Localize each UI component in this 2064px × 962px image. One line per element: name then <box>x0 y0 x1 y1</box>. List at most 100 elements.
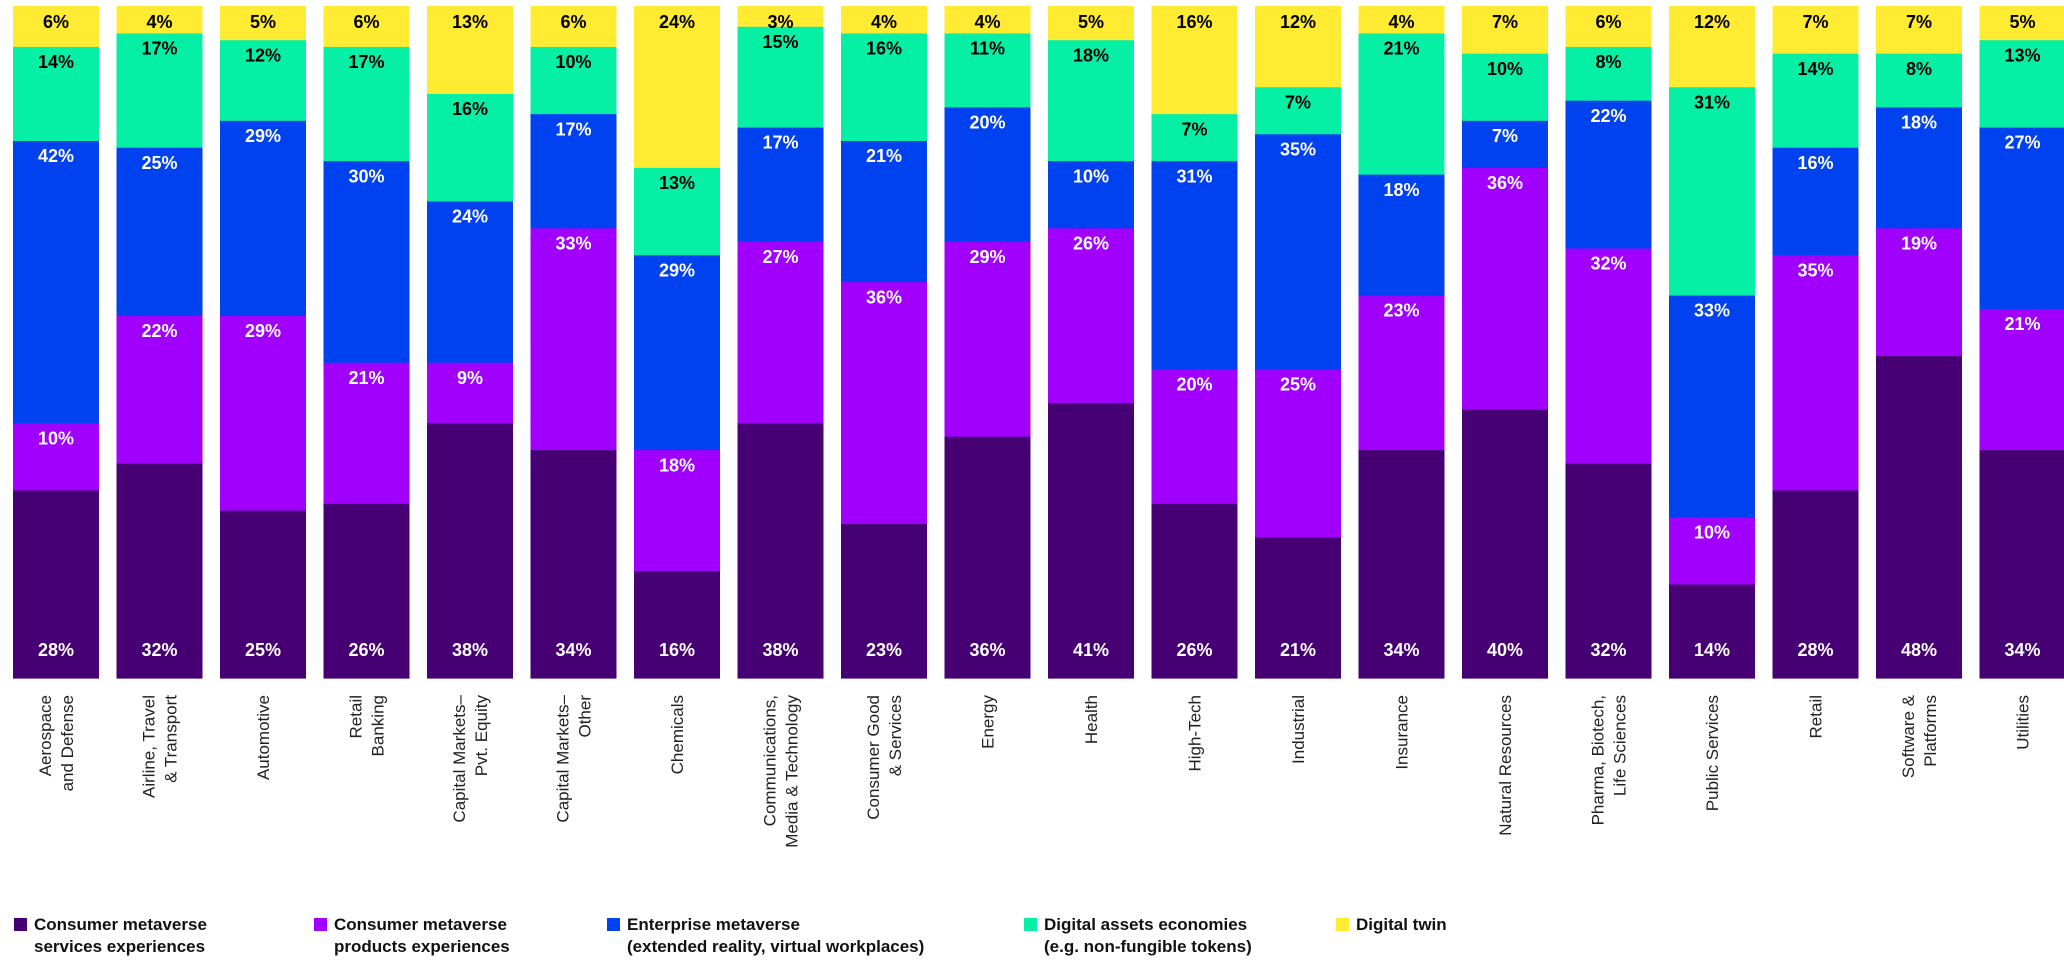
data-label-6-series-2: 33% <box>555 234 591 254</box>
data-label-6-series-1: 34% <box>555 640 591 660</box>
bar-segment-20-series-2 <box>1979 308 2064 451</box>
data-label-7-series-1: 16% <box>659 640 695 660</box>
data-label-5-series-5: 13% <box>452 12 488 32</box>
data-label-17-series-4: 31% <box>1694 92 1730 112</box>
bar-segment-3-series-4 <box>220 39 306 121</box>
bar-segment-7-series-2 <box>634 449 720 572</box>
data-label-9-series-4: 16% <box>866 39 902 59</box>
data-label-8-series-3: 17% <box>762 133 798 153</box>
data-label-7-series-4: 13% <box>659 173 695 193</box>
data-label-20-series-5: 5% <box>2009 12 2035 32</box>
data-label-12-series-5: 16% <box>1176 12 1212 32</box>
data-label-3-series-4: 12% <box>245 45 281 65</box>
category-label-12: High-Tech <box>1186 695 1205 772</box>
bar-segment-7-series-3 <box>634 254 720 451</box>
category-label-7: Chemicals <box>668 695 687 774</box>
bar-segment-19-series-4 <box>1876 53 1962 108</box>
data-label-3-series-1: 25% <box>245 640 281 660</box>
data-label-2-series-1: 32% <box>141 640 177 660</box>
bar-segment-18-series-3 <box>1772 147 1859 256</box>
bar-segment-10-series-5 <box>944 6 1031 34</box>
bar-segment-7-series-5 <box>634 6 720 168</box>
category-label-16: Pharma, Biotech, Life Sciences <box>1589 695 1630 825</box>
data-label-7-series-5: 24% <box>659 12 695 32</box>
data-label-20-series-3: 27% <box>2004 133 2040 153</box>
bar-segment-4-series-1 <box>323 503 410 679</box>
category-label-2: Airline, Travel & Transport <box>140 695 181 798</box>
bar-segment-11-series-3 <box>1048 160 1134 229</box>
data-label-14-series-2: 23% <box>1383 301 1419 321</box>
data-label-4-series-2: 21% <box>348 368 384 388</box>
bar-segment-15-series-1 <box>1462 409 1548 679</box>
bar-segment-18-series-5 <box>1772 6 1859 54</box>
bar-segment-20-series-5 <box>1979 6 2064 41</box>
bar-segment-6-series-1 <box>530 449 617 679</box>
data-label-1-series-5: 6% <box>43 12 69 32</box>
category-label-16-line-1: Pharma, Biotech, <box>1589 695 1608 825</box>
category-label-3-line-1: Automotive <box>254 695 273 780</box>
bar-segment-14-series-3 <box>1358 174 1445 296</box>
data-label-9-series-3: 21% <box>866 146 902 166</box>
category-label-4-line-1: Retail <box>347 695 366 738</box>
bar-segment-5-series-1 <box>427 422 513 679</box>
data-label-20-series-2: 21% <box>2004 314 2040 334</box>
bar-segment-14-series-5 <box>1358 6 1445 34</box>
data-label-16-series-1: 32% <box>1590 640 1626 660</box>
data-label-15-series-1: 40% <box>1487 640 1523 660</box>
legend-swatch-1 <box>14 918 27 931</box>
data-label-16-series-3: 22% <box>1590 106 1626 126</box>
data-label-4-series-3: 30% <box>348 166 384 186</box>
bar-segment-9-series-5 <box>841 6 927 34</box>
legend-label-1-line-1: Consumer metaverse <box>34 915 207 934</box>
legend: Consumer metaverse services experiences Co… <box>14 914 1614 962</box>
data-label-4-series-1: 26% <box>348 640 384 660</box>
bar-segment-3-series-3 <box>220 120 306 316</box>
bar-segment-19-series-2 <box>1876 227 1962 357</box>
bar-segment-19-series-5 <box>1876 6 1962 54</box>
category-label-18-line-1: Retail <box>1807 695 1826 738</box>
legend-item-4: Digital assets economies (e.g. non-fungib… <box>1024 914 1252 958</box>
category-label-9-line-2: & Services <box>886 695 905 776</box>
bar-segment-7-series-1 <box>634 570 720 679</box>
data-label-19-series-4: 8% <box>1906 59 1932 79</box>
category-label-14-line-1: Insurance <box>1393 695 1412 770</box>
category-label-19-line-2: Platforms <box>1921 695 1940 767</box>
legend-swatch-4 <box>1024 918 1037 931</box>
category-label-2-line-1: Airline, Travel <box>140 695 159 798</box>
data-label-10-series-4: 11% <box>970 39 1005 59</box>
bar-segment-4-series-4 <box>323 46 410 162</box>
category-label-11: Health <box>1082 695 1101 744</box>
data-label-17-series-1: 14% <box>1694 640 1730 660</box>
bar-segment-16-series-3 <box>1565 100 1652 249</box>
bar-segment-9-series-1 <box>841 523 927 679</box>
bar-segment-1-series-5 <box>13 6 99 47</box>
category-label-10-line-1: Energy <box>979 695 998 749</box>
bar-segment-17-series-2 <box>1669 516 1755 585</box>
category-label-18: Retail <box>1807 695 1826 738</box>
legend-label-1-line-2: services experiences <box>34 937 206 956</box>
data-label-3-series-2: 29% <box>245 321 281 341</box>
bar-segment-14-series-2 <box>1358 294 1445 451</box>
category-label-8: Communications, Media & Technology <box>761 695 802 848</box>
stacked-bar-chart: 28% 10% 42% 14% 6% 32% 22% 25% 17% 4% 25% 29% 29% 12%… <box>13 6 2064 848</box>
bar-segment-19-series-1 <box>1876 355 1962 679</box>
legend-item-1: Consumer metaverse services experiences <box>14 914 207 958</box>
bar-segment-13-series-1 <box>1255 536 1341 679</box>
bar-segment-4-series-2 <box>323 362 410 504</box>
data-label-20-series-1: 34% <box>2004 640 2040 660</box>
legend-label-3-line-2: (extended reality, virtual workplaces) <box>627 937 925 956</box>
data-label-1-series-1: 28% <box>38 640 74 660</box>
data-label-14-series-3: 18% <box>1383 180 1419 200</box>
bar-segment-20-series-4 <box>1979 39 2064 128</box>
data-label-18-series-4: 14% <box>1797 59 1833 79</box>
data-label-17-series-2: 10% <box>1694 522 1730 542</box>
bar-segment-2-series-5 <box>116 6 203 34</box>
data-label-15-series-4: 10% <box>1487 59 1523 79</box>
bar-segment-17-series-1 <box>1669 583 1755 679</box>
bar-segment-16-series-4 <box>1565 46 1652 101</box>
category-label-20: Utilities <box>2014 695 2033 750</box>
data-label-5-series-2: 9% <box>457 368 483 388</box>
category-label-1-line-1: Aerospace <box>36 695 55 776</box>
bar-segment-9-series-2 <box>841 281 927 525</box>
data-label-3-series-5: 5% <box>250 12 276 32</box>
